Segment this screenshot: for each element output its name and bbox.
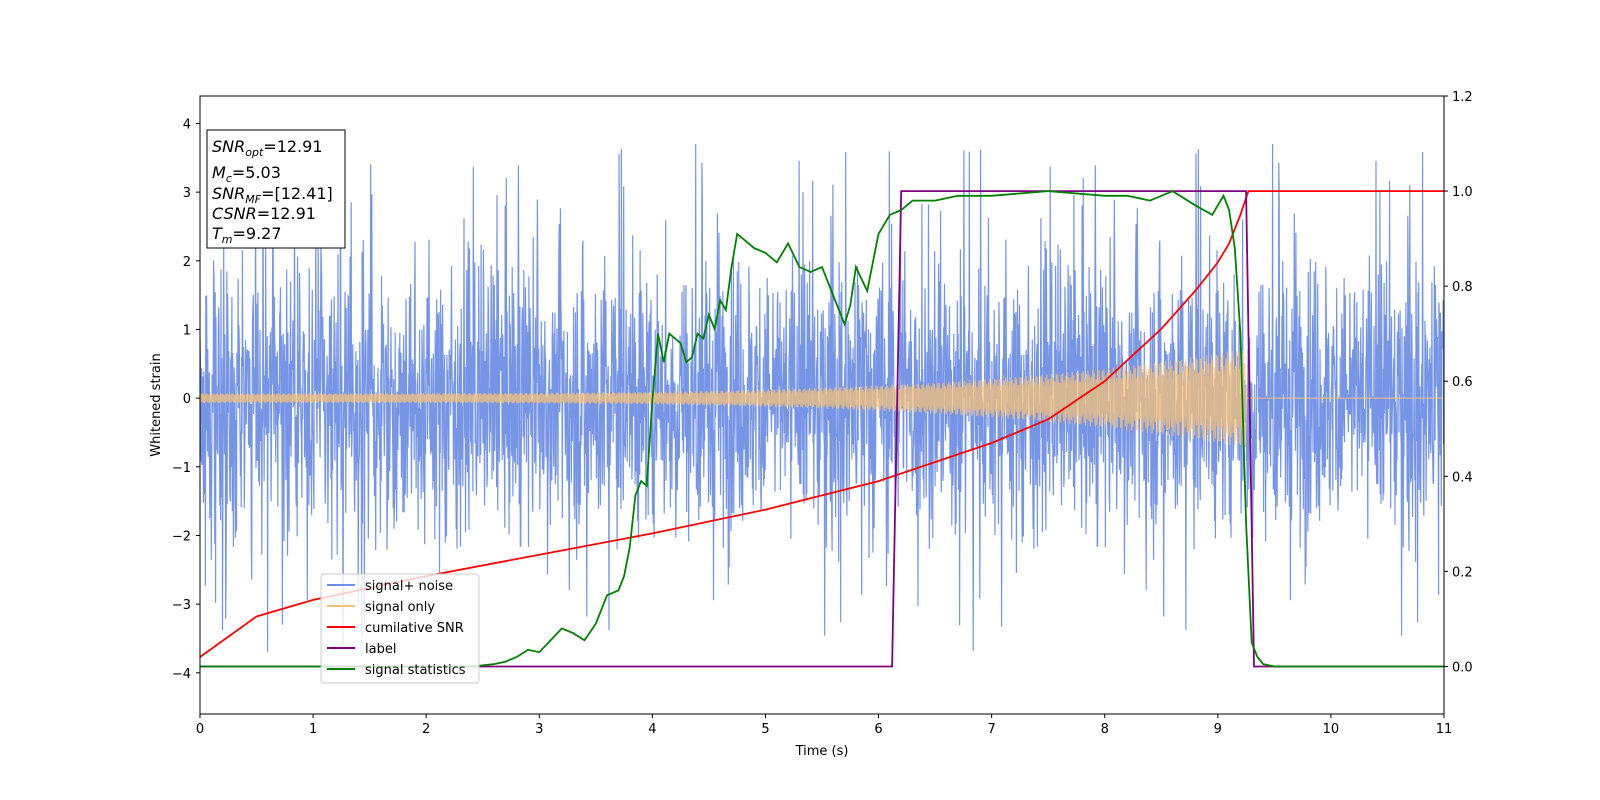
- y2-tick-label: 1.0: [1452, 185, 1473, 200]
- y-tick-label: −2: [172, 529, 191, 544]
- y2-axis-ticks: 0.0 0.2 0.4 0.6 0.8 1.0 1.2: [1444, 90, 1473, 675]
- y2-tick-label: 0.0: [1452, 660, 1473, 675]
- x-tick-label: 0: [196, 722, 204, 737]
- x-tick-label: 1: [309, 722, 317, 737]
- legend-label-signal-only: signal only: [365, 600, 435, 615]
- legend-label-label: label: [365, 642, 396, 657]
- y-tick-label: −3: [172, 598, 191, 613]
- snr-mf-text: SNRMF=[12.41]: [212, 184, 333, 206]
- y-tick-label: −1: [172, 461, 191, 476]
- y-tick-label: 2: [183, 255, 191, 270]
- y-tick-label: 1: [183, 323, 191, 338]
- legend: signal+ noise signal only cumilative SNR…: [320, 573, 480, 684]
- legend-label-signal-statistics: signal statistics: [365, 663, 466, 678]
- snr-opt-text: SNRopt=12.91: [212, 137, 323, 159]
- x-tick-label: 11: [1436, 722, 1453, 737]
- x-axis-ticks: 0 1 2 3 4 5 6 7 8 9 10 11: [196, 714, 1452, 737]
- x-tick-label: 4: [648, 722, 656, 737]
- mc-text: Mc=5.03: [212, 163, 281, 185]
- x-tick-label: 9: [1214, 722, 1222, 737]
- x-tick-label: 6: [874, 722, 882, 737]
- y2-tick-label: 0.4: [1452, 470, 1473, 485]
- csnr-text: CSNR=12.91: [212, 204, 316, 223]
- y2-tick-label: 0.8: [1452, 280, 1473, 295]
- series-signal-only: [200, 350, 1444, 448]
- y2-tick-label: 0.2: [1452, 565, 1473, 580]
- y-tick-label: 4: [183, 117, 191, 132]
- y-axis-ticks: −4 −3 −2 −1 0 1 2 3 4: [172, 117, 200, 682]
- x-tick-label: 8: [1101, 722, 1109, 737]
- x-tick-label: 10: [1323, 722, 1340, 737]
- y-tick-label: −4: [172, 667, 191, 682]
- x-tick-label: 2: [422, 722, 430, 737]
- y-tick-label: 0: [183, 392, 191, 407]
- y2-tick-label: 0.6: [1452, 375, 1473, 390]
- x-axis-label: Time (s): [795, 744, 849, 759]
- y-tick-label: 3: [183, 186, 191, 201]
- tm-text: Tm=9.27: [212, 224, 282, 246]
- legend-label-cumulative-snr: cumilative SNR: [365, 621, 464, 636]
- y2-tick-label: 1.2: [1452, 90, 1473, 105]
- series-signal-statistics: [200, 190, 1444, 668]
- stats-textbox: SNRopt=12.91 Mc=5.03 SNRMF=[12.41] CSNR=…: [206, 129, 346, 249]
- y-axis-label: Whitened strain: [149, 353, 164, 456]
- x-tick-label: 7: [987, 722, 995, 737]
- legend-label-signal-noise: signal+ noise: [365, 579, 453, 594]
- x-tick-label: 3: [535, 722, 543, 737]
- axes-frame: [199, 95, 1445, 715]
- x-tick-label: 5: [761, 722, 769, 737]
